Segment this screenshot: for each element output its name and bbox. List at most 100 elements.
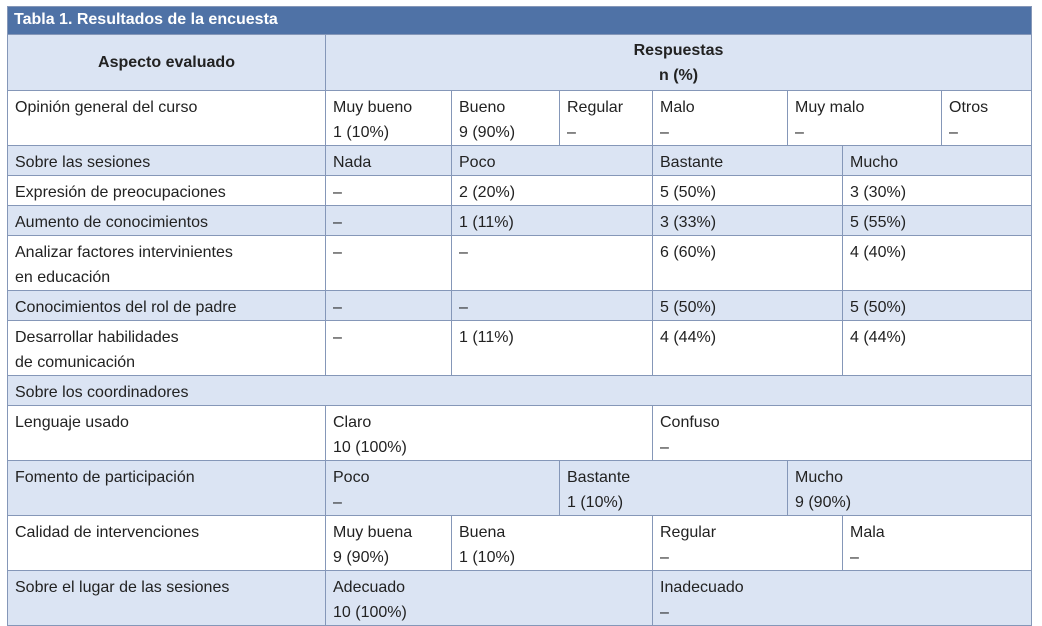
response-cell: Muy bueno 1 (10%) <box>325 90 452 146</box>
response-cell: 5 (50%) <box>841 290 1033 321</box>
text-line: Calidad de intervenciones <box>15 524 200 541</box>
text-line: Otros <box>949 99 989 116</box>
text-line: 4 (44%) <box>850 329 907 346</box>
text-line: – <box>660 124 669 141</box>
text-line: 1 (10%) <box>567 494 624 511</box>
text-line: de comunicación <box>15 354 136 371</box>
text-line: Adecuado <box>333 579 406 596</box>
response-cell: Regular – <box>652 515 843 571</box>
text-line: Sobre el lugar de las sesiones <box>15 579 230 596</box>
text-line: – <box>333 184 342 201</box>
text-line: Conocimientos del rol de padre <box>15 299 237 316</box>
text-line: Malo <box>660 99 695 116</box>
text-line: 10 (100%) <box>333 604 407 621</box>
table-row: Desarrollar habilidades de comunicación – 1… <box>7 320 1033 376</box>
row-label: Desarrollar habilidades de comunicación <box>7 320 326 376</box>
row-label: Analizar factores intervinientes en educa… <box>7 235 326 291</box>
text-line: Poco <box>459 154 496 171</box>
text-line: Regular <box>660 524 717 541</box>
table-row: Fomento de participación Poco – Bastante 1 (… <box>7 460 1033 516</box>
response-cell: 5 (50%) <box>652 175 843 206</box>
row-label: Calidad de intervenciones <box>7 515 326 571</box>
row-label: Sobre las sesiones <box>7 145 326 176</box>
response-cell: Malo – <box>652 90 788 146</box>
row-label: Sobre los coordinadores <box>6 375 1033 406</box>
text-line: 1 (11%) <box>459 329 514 346</box>
response-cell: 1 (11%) <box>451 205 653 236</box>
table-row: Conocimientos del rol de padre – – 5 (50%) 5… <box>7 290 1033 321</box>
text-line: – <box>795 124 804 141</box>
row-label: Lenguaje usado <box>7 405 326 461</box>
response-cell: 1 (11%) <box>451 320 653 376</box>
response-cell: Muy buena 9 (90%) <box>325 515 452 571</box>
text-line: – <box>567 124 576 141</box>
response-cell: – <box>451 290 653 321</box>
text-line: – <box>459 244 468 261</box>
response-cell: – <box>325 175 452 206</box>
text-line: Muy bueno <box>333 99 413 116</box>
text-line: Mala <box>850 524 885 541</box>
header-responses: Respuestas n (%) <box>324 34 1033 91</box>
results-table: Tabla 1. Resultados de la encuesta Aspec… <box>6 6 1033 626</box>
response-cell: Mucho 9 (90%) <box>786 460 1033 516</box>
text-line: – <box>333 329 342 346</box>
text-line: Nada <box>333 154 372 171</box>
response-cell: Buena 1 (10%) <box>451 515 653 571</box>
text-line: – <box>333 299 342 316</box>
row-label: Aumento de conocimientos <box>7 205 326 236</box>
text-line: Opinión general del curso <box>15 99 198 116</box>
text-line: 5 (50%) <box>850 299 907 316</box>
response-cell: Adecuado 10 (100%) <box>325 570 653 626</box>
response-cell: 3 (30%) <box>841 175 1033 206</box>
text-line: Inadecuado <box>660 579 744 596</box>
table-row: Sobre los coordinadores <box>6 375 1033 406</box>
text-line: – <box>333 244 342 261</box>
response-cell: Bueno 9 (90%) <box>451 90 560 146</box>
title-row: Tabla 1. Resultados de la encuesta <box>6 6 1033 35</box>
text-line: 5 (50%) <box>660 299 717 316</box>
text-line: Mucho <box>795 469 844 486</box>
text-line: Aumento de conocimientos <box>15 214 208 231</box>
text-line: 5 (55%) <box>850 214 907 231</box>
response-cell: 3 (33%) <box>652 205 843 236</box>
response-cell: – <box>325 235 452 291</box>
response-cell: Mala – <box>841 515 1033 571</box>
response-cell: Bastante 1 (10%) <box>559 460 788 516</box>
response-cell: 4 (44%) <box>841 320 1033 376</box>
response-cell: Muy malo – <box>787 90 942 146</box>
text-line: 9 (90%) <box>795 494 852 511</box>
text-line: 4 (44%) <box>660 329 717 346</box>
text-line: 3 (33%) <box>660 214 717 231</box>
text-line: – <box>660 549 669 566</box>
text-line: Poco <box>333 469 370 486</box>
text-line: Claro <box>333 414 372 431</box>
text-line: – <box>949 124 958 141</box>
text-line: – <box>660 604 669 621</box>
response-cell: Poco – <box>325 460 560 516</box>
table-row: Lenguaje usado Claro 10 (100%) Confuso – <box>7 405 1033 461</box>
response-cell: – <box>325 290 452 321</box>
row-label: Fomento de participación <box>7 460 326 516</box>
response-cell: – <box>451 235 653 291</box>
response-cell: 4 (40%) <box>841 235 1033 291</box>
text-line: 1 (10%) <box>459 549 516 566</box>
text-line: Muy buena <box>333 524 413 541</box>
text-line: 6 (60%) <box>660 244 717 261</box>
text-line: 10 (100%) <box>333 439 407 456</box>
text-line: 9 (90%) <box>333 549 390 566</box>
text-line: 4 (40%) <box>850 244 907 261</box>
text-line: 9 (90%) <box>459 124 516 141</box>
response-cell: – <box>325 205 452 236</box>
text-line: Bastante <box>567 469 631 486</box>
text-line: Muy malo <box>795 99 865 116</box>
response-cell: – <box>325 320 452 376</box>
response-cell: Poco <box>451 145 653 176</box>
response-cell: 5 (55%) <box>841 205 1033 236</box>
text-line: Confuso <box>660 414 720 431</box>
response-cell: Claro 10 (100%) <box>325 405 653 461</box>
text-line: 2 (20%) <box>459 184 516 201</box>
text-line: Bastante <box>660 154 724 171</box>
text-line: Fomento de participación <box>15 469 195 486</box>
header-row: Aspecto evaluado Respuestas n (%) <box>7 34 1033 91</box>
